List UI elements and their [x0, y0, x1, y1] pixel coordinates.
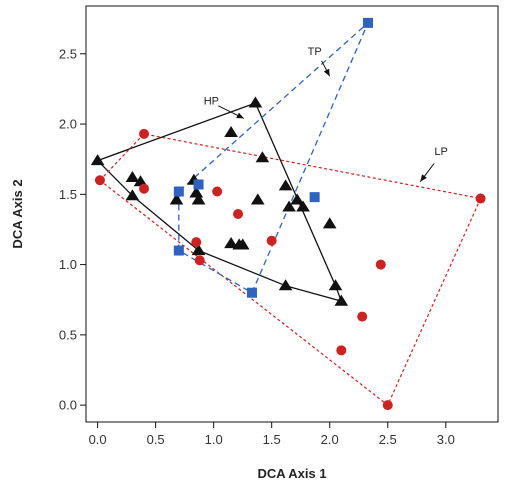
point-lp [266, 235, 277, 246]
annotation-arrowhead-lp [420, 174, 427, 182]
hull-layer [96, 22, 482, 406]
hull-tp [178, 22, 369, 294]
point-hp [169, 193, 184, 205]
point-tp [173, 245, 184, 256]
point-lp [139, 183, 150, 194]
point-hp [189, 186, 204, 198]
point-hp [250, 193, 265, 205]
point-hp [278, 279, 293, 291]
point-hp [322, 217, 337, 229]
point-lp [191, 237, 202, 248]
point-lp [139, 128, 150, 139]
y-tick-label: 1.5 [59, 187, 77, 202]
x-tick-label: 2.0 [321, 432, 339, 447]
point-tp [173, 186, 184, 197]
point-hp [133, 175, 148, 187]
point-hp [328, 279, 343, 291]
point-lp [212, 186, 223, 197]
hull-lp [99, 133, 482, 406]
point-hp [125, 171, 140, 182]
point-hp [334, 294, 349, 306]
y-tick-label: 2.0 [59, 117, 77, 132]
y-axis-ticks: 0.0 0.5 1.0 1.5 2.0 2.5 [59, 46, 86, 413]
point-lp [94, 175, 105, 186]
x-axis-ticks: 0.0 0.5 1.0 1.5 2.0 2.5 3.0 [89, 422, 455, 447]
x-tick-label: 1.0 [205, 432, 223, 447]
hull-hp [96, 102, 342, 302]
point-hp [224, 237, 238, 249]
x-axis-title: DCA Axis 1 [257, 466, 326, 481]
point-tp [309, 192, 320, 203]
annotation-layer: HP TP LP [204, 46, 448, 182]
point-tp [193, 179, 204, 190]
point-lp [233, 209, 244, 219]
y-tick-label: 0.5 [59, 327, 77, 342]
point-hp [282, 200, 296, 212]
point-hp [191, 244, 206, 256]
x-tick-label: 1.5 [263, 432, 281, 447]
point-lp [357, 311, 368, 322]
point-hp [255, 151, 270, 163]
y-tick-label: 0.0 [59, 398, 77, 413]
point-hp [224, 126, 238, 137]
x-tick-label: 3.0 [437, 432, 455, 447]
x-tick-label: 2.5 [379, 432, 397, 447]
point-lp [375, 259, 386, 270]
plot-frame [85, 5, 499, 423]
point-lp [194, 255, 205, 266]
points-layer [90, 17, 486, 411]
annotation-label-lp: LP [434, 146, 447, 158]
point-lp [336, 345, 347, 356]
point-lp [382, 400, 393, 411]
point-hp [125, 189, 140, 201]
x-tick-label: 0.0 [89, 432, 107, 447]
x-tick-label: 0.5 [147, 432, 165, 447]
y-tick-label: 1.0 [59, 257, 77, 272]
point-hp [296, 200, 310, 212]
y-axis-title: DCA Axis 2 [10, 179, 25, 248]
y-tick-label: 2.5 [59, 46, 77, 61]
point-tp [363, 17, 374, 28]
point-hp [191, 193, 206, 205]
point-hp [278, 179, 293, 191]
annotation-arrowhead-hp [236, 112, 244, 119]
point-tp [246, 287, 257, 298]
point-lp [475, 193, 486, 204]
annotation-label-hp: HP [204, 95, 219, 107]
annotation-arrowhead-tp [323, 68, 330, 77]
point-hp [235, 238, 250, 250]
annotation-label-tp: TP [308, 46, 322, 58]
point-hp [290, 193, 304, 205]
point-hp [90, 154, 105, 166]
point-hp [248, 96, 263, 108]
